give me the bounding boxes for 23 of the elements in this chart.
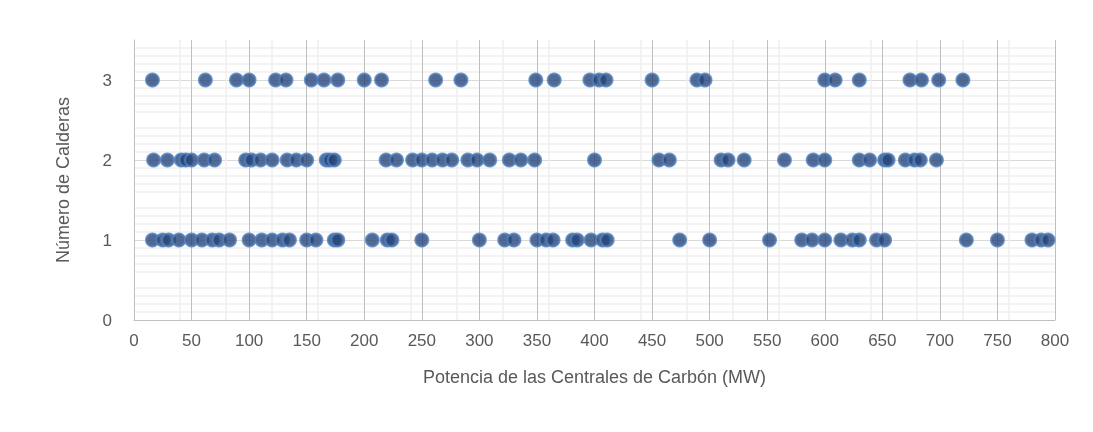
y-tick-label: 3 (102, 70, 112, 90)
x-tick-label: 700 (925, 331, 955, 350)
y-tick-label: 0 (102, 310, 112, 330)
x-tick-label: 150 (292, 331, 321, 350)
x-tick-label: 800 (1040, 331, 1070, 350)
x-tick-label: 500 (695, 331, 724, 350)
y-tick-label: 1 (102, 230, 112, 250)
x-tick-label: 450 (637, 331, 667, 350)
y-tick-label: 2 (102, 150, 112, 170)
x-tick-label: 200 (350, 331, 379, 350)
x-tick-label: 300 (465, 331, 494, 350)
x-tick-label: 650 (868, 331, 897, 350)
x-tick-label: 550 (753, 331, 782, 350)
x-tick-label: 50 (182, 331, 202, 350)
x-tick-label: 400 (580, 331, 609, 350)
x-tick-label: 750 (983, 331, 1012, 350)
x-tick-label: 350 (522, 331, 552, 350)
y-axis-title: Número de Calderas (53, 96, 73, 264)
x-tick-label: 0 (129, 331, 139, 350)
x-tick-label: 250 (407, 331, 436, 350)
x-tick-label: 600 (810, 331, 839, 350)
x-tick-label: 100 (234, 331, 264, 350)
x-axis-title: Potencia de las Centrales de Carbón (MW) (422, 367, 767, 387)
